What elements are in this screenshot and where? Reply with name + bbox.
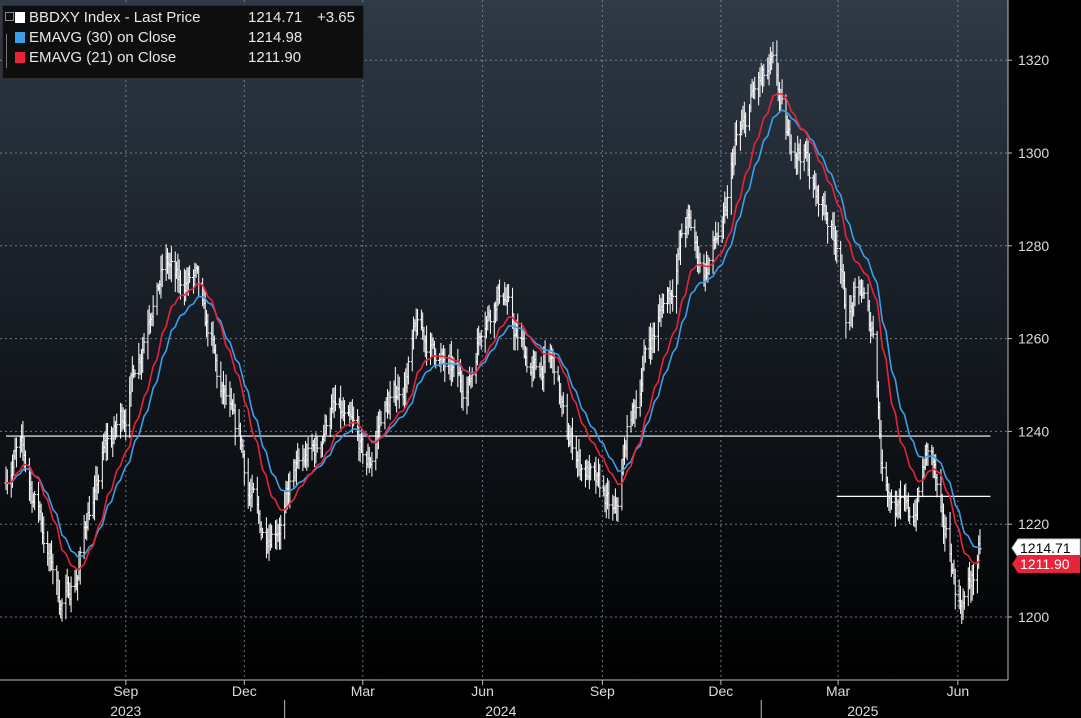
x-tick-label: Sep <box>113 683 138 699</box>
legend-series-name: BBDXY Index - Last Price <box>29 9 201 26</box>
ema-line <box>6 109 981 559</box>
legend-swatch-price <box>15 12 25 23</box>
last-value-label: 1214.71 <box>1020 540 1071 556</box>
year-label: 2024 <box>485 703 516 718</box>
year-label: 2025 <box>847 703 878 718</box>
x-tick-label: Mar <box>351 683 375 699</box>
last-value-tag <box>1012 555 1080 573</box>
x-tick-label: Dec <box>232 683 257 699</box>
y-tick-label: 1320 <box>1018 52 1049 68</box>
legend-series-name: EMAVG (30) on Close <box>29 29 177 46</box>
legend-swatch-ema21 <box>15 52 25 63</box>
y-tick-label: 1200 <box>1018 609 1049 625</box>
y-tick-label: 1240 <box>1018 423 1049 439</box>
legend: BBDXY Index - Last Price 1214.71 +3.65 E… <box>2 5 364 79</box>
x-tick-label: Mar <box>826 683 850 699</box>
legend-tree-line <box>6 34 7 68</box>
ema-line <box>5 92 981 571</box>
moving-averages <box>5 92 981 571</box>
x-tick-label: Jun <box>947 683 970 699</box>
x-tick-label: Sep <box>590 683 615 699</box>
axes: 1200 1220 1240 1260 1280 1300 1320 Sep Dec Mar Jun… <box>0 0 1049 718</box>
legend-collapse-icon[interactable] <box>5 12 14 21</box>
plot-background <box>0 0 1008 680</box>
legend-series-name: EMAVG (21) on Close <box>29 49 177 66</box>
y-tick-label: 1260 <box>1018 331 1049 347</box>
gridlines <box>0 0 1008 680</box>
legend-series-value: 1211.90 <box>248 49 302 66</box>
y-tick-label: 1220 <box>1018 516 1049 532</box>
reference-lines <box>6 435 991 497</box>
legend-swatch-ema30 <box>15 32 25 43</box>
last-value-tag <box>1011 538 1081 558</box>
legend-series-value: 1214.98 <box>248 29 303 46</box>
legend-series-change: +3.65 <box>317 9 355 26</box>
year-label: 2023 <box>110 703 141 718</box>
x-tick-label: Jun <box>471 683 494 699</box>
last-value-label: 1211.90 <box>1020 556 1070 572</box>
y-tick-label: 1300 <box>1018 145 1049 161</box>
x-tick-label: Dec <box>708 683 733 699</box>
y-tick-label: 1280 <box>1018 238 1049 254</box>
legend-series-value: 1214.71 <box>248 9 303 26</box>
